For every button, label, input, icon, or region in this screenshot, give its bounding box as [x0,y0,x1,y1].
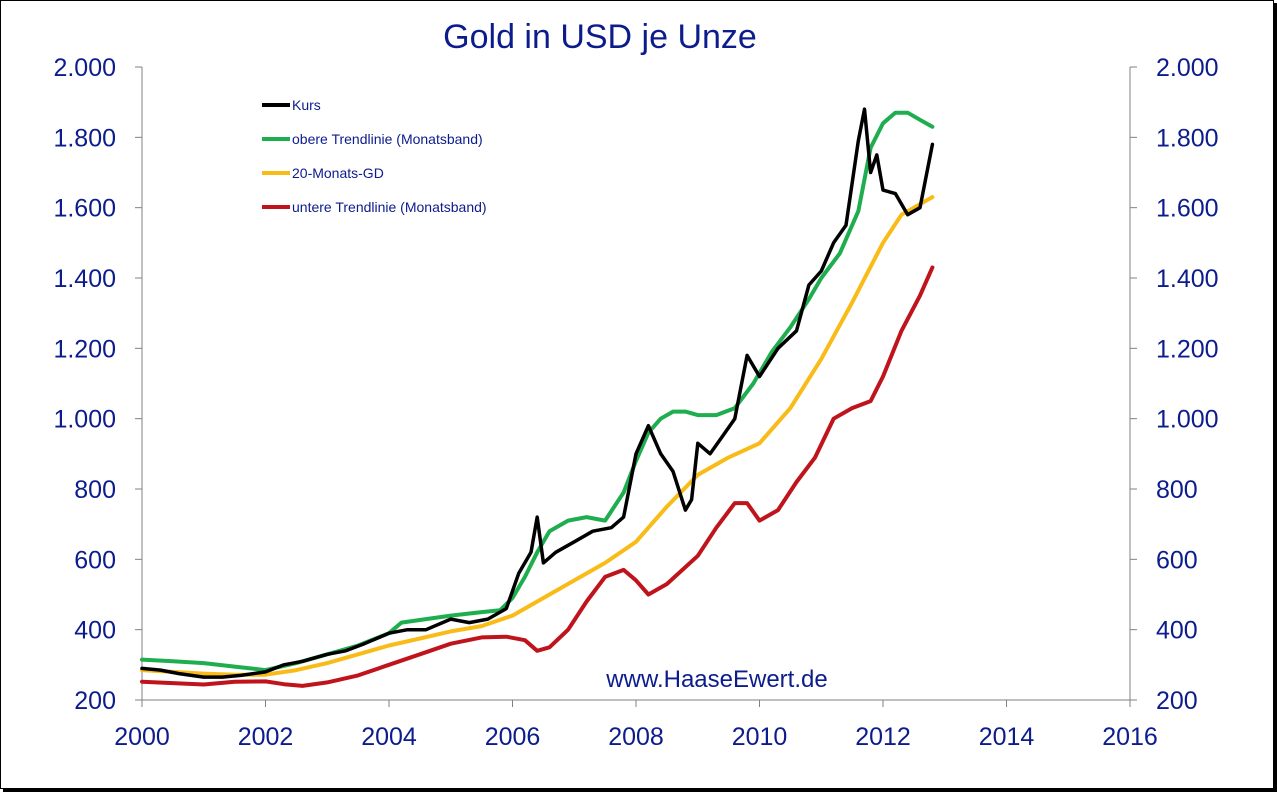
legend-label: untere Trendlinie (Monatsband) [292,199,487,215]
x-tick-label: 2012 [855,723,911,751]
watermark-url: www.HaaseEwert.de [605,666,827,693]
y-tick-label-left: 2.000 [53,54,116,82]
y-tick-label-left: 600 [74,546,116,574]
y-tick-label-left: 400 [74,617,116,645]
x-tick-label: 2014 [979,723,1035,751]
y-tick-label-left: 1.800 [53,124,116,152]
legend-label: Kurs [292,97,321,113]
legend-label: 20-Monats-GD [292,165,384,181]
series-layer [140,107,935,688]
y-tick-label-left: 1.400 [53,265,116,293]
y-tick-label-right: 200 [1156,687,1198,715]
x-tick-label: 2010 [732,723,788,751]
y-tick-label-right: 1.400 [1156,265,1219,293]
y-tick-label-left: 1.200 [53,335,116,363]
y-tick-label-right: 600 [1156,546,1198,574]
y-tick-label-right: 400 [1156,617,1198,645]
axes: 200 200 400 400 600 600 800 800 1.000 1.000 1.200 1… [53,54,1218,751]
y-tick-label-left: 200 [74,687,116,715]
y-tick-label-right: 1.600 [1156,195,1219,223]
y-tick-label-right: 2.000 [1156,54,1219,82]
x-tick-label: 2006 [485,723,541,751]
y-tick-label-left: 1.000 [53,406,116,434]
y-tick-label-left: 800 [74,476,116,504]
y-tick-label-left: 1.600 [53,195,116,223]
series-line-20-monats-gd [140,195,935,677]
x-tick-label: 2016 [1102,723,1158,751]
x-tick-label: 2000 [114,723,170,751]
x-tick-label: 2002 [238,723,294,751]
x-tick-label: 2004 [361,723,417,751]
series-line-obere-trendlinie-monatsband [140,110,935,673]
legend-label: obere Trendlinie (Monatsband) [292,131,483,147]
legend: Kurs obere Trendlinie (Monatsband) 20-Mona… [262,97,487,215]
y-tick-label-right: 1.000 [1156,406,1219,434]
y-tick-label-right: 1.200 [1156,335,1219,363]
chart-title: Gold in USD je Unze [443,18,757,56]
y-tick-label-right: 800 [1156,476,1198,504]
x-tick-label: 2008 [608,723,664,751]
series-line-kurs [140,107,935,679]
series-line-untere-trendlinie-monatsband [140,265,935,688]
y-tick-label-right: 1.800 [1156,124,1219,152]
